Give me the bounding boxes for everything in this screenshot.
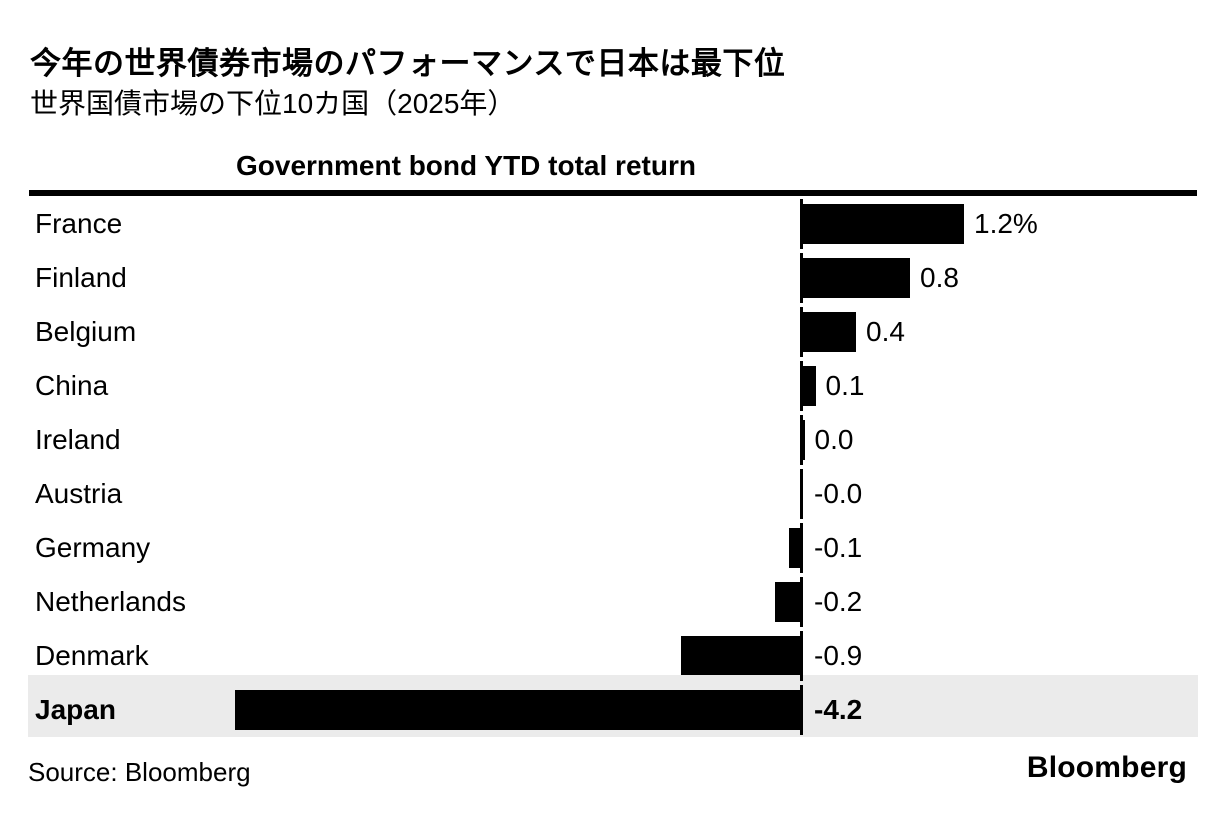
value-label: 0.8 <box>920 262 959 293</box>
chart-row: Germany -0.1 <box>28 521 1198 575</box>
category-label: France <box>35 208 123 239</box>
bar <box>802 312 856 352</box>
value-label: 0.1 <box>825 370 865 401</box>
zero-axis-tick <box>800 577 803 627</box>
value-label: 0.4 <box>866 316 905 347</box>
chart-row: France 1.2% <box>28 197 1198 251</box>
chart-row: Finland 0.8 <box>28 251 1198 305</box>
page-subtitle: 世界国債市場の下位10カ国（2025年） <box>30 88 516 119</box>
bar <box>802 258 910 298</box>
value-label: 0.0 <box>814 424 854 455</box>
chart-row: Ireland 0.0 <box>28 413 1198 467</box>
bar <box>680 636 802 676</box>
bar <box>775 582 802 622</box>
zero-axis-tick <box>800 361 803 411</box>
value-label: -0.0 <box>814 478 863 509</box>
zero-axis-tick <box>800 415 803 465</box>
bar <box>802 366 816 406</box>
value-label: -4.2 <box>814 694 863 725</box>
chart-row: Belgium 0.4 <box>28 305 1198 359</box>
page-title: 今年の世界債券市場のパフォーマンスで日本は最下位 <box>30 46 786 81</box>
value-label: 1.2% <box>974 208 1038 239</box>
category-label: Finland <box>35 262 127 293</box>
bar <box>788 528 802 568</box>
source-note: Source: Bloomberg <box>28 757 251 787</box>
category-label: Denmark <box>35 640 149 671</box>
zero-axis-tick <box>800 523 803 573</box>
bloomberg-logo: Bloomberg <box>1026 751 1187 784</box>
chart-row: Austria -0.0 <box>28 467 1198 521</box>
zero-axis-tick <box>800 199 803 249</box>
chart-row: Japan -4.2 <box>28 683 1198 737</box>
axis-top-rule <box>29 190 1197 196</box>
value-label: -0.9 <box>814 640 863 671</box>
category-label: Japan <box>35 694 116 725</box>
zero-axis-tick <box>800 685 803 735</box>
zero-axis-tick <box>800 307 803 357</box>
chart-rows: France 1.2% Finland 0.8 Belgium 0.4 China 0.1 Ir… <box>28 197 1198 737</box>
bar <box>802 420 805 460</box>
category-label: Netherlands <box>35 586 186 617</box>
value-label: -0.2 <box>814 586 863 617</box>
chart-row: Denmark -0.9 <box>28 629 1198 683</box>
category-label: Germany <box>35 532 151 563</box>
chart-row: China 0.1 <box>28 359 1198 413</box>
category-label: China <box>35 370 109 401</box>
zero-axis-tick <box>800 469 803 519</box>
zero-axis-tick <box>800 253 803 303</box>
chart-title: Government bond YTD total return <box>236 150 696 181</box>
category-label: Belgium <box>35 316 137 347</box>
chart-row: Netherlands -0.2 <box>28 575 1198 629</box>
bar <box>235 690 802 730</box>
bar <box>802 204 964 244</box>
zero-axis-tick <box>800 631 803 681</box>
category-label: Austria <box>35 478 123 509</box>
value-label: -0.1 <box>814 532 863 563</box>
category-label: Ireland <box>35 424 121 455</box>
